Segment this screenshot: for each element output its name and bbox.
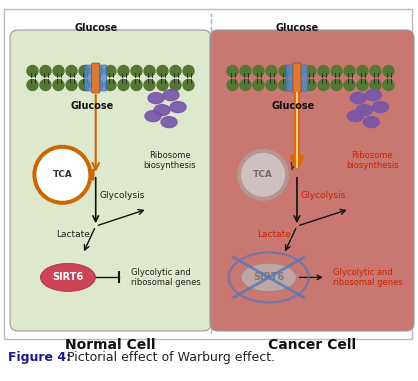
- Circle shape: [253, 80, 264, 91]
- FancyBboxPatch shape: [85, 65, 95, 91]
- Circle shape: [92, 66, 103, 77]
- Circle shape: [131, 80, 142, 91]
- Circle shape: [183, 80, 194, 91]
- Ellipse shape: [161, 117, 177, 128]
- Text: SIRT6: SIRT6: [52, 272, 84, 282]
- Circle shape: [383, 66, 394, 77]
- Circle shape: [266, 80, 277, 91]
- Circle shape: [240, 66, 251, 77]
- Text: Glucose: Glucose: [74, 23, 117, 33]
- Text: Glycolysis: Glycolysis: [301, 191, 347, 200]
- Circle shape: [305, 80, 316, 91]
- Text: Glucose: Glucose: [275, 23, 319, 33]
- Circle shape: [118, 66, 129, 77]
- FancyBboxPatch shape: [97, 65, 107, 91]
- Circle shape: [227, 66, 238, 77]
- Circle shape: [27, 66, 38, 77]
- Circle shape: [157, 80, 168, 91]
- FancyBboxPatch shape: [10, 30, 211, 331]
- Circle shape: [79, 80, 90, 91]
- Ellipse shape: [163, 90, 179, 101]
- Circle shape: [36, 149, 88, 201]
- Circle shape: [66, 80, 77, 91]
- Circle shape: [344, 80, 355, 91]
- Ellipse shape: [170, 102, 186, 113]
- Circle shape: [253, 66, 264, 77]
- Text: Glucose: Glucose: [71, 101, 114, 111]
- Circle shape: [118, 80, 129, 91]
- Text: Glycolytic and
ribosomal genes: Glycolytic and ribosomal genes: [131, 268, 201, 287]
- Circle shape: [331, 66, 342, 77]
- Circle shape: [331, 80, 342, 91]
- Circle shape: [40, 80, 51, 91]
- Circle shape: [170, 66, 181, 77]
- Circle shape: [27, 80, 38, 91]
- Ellipse shape: [363, 117, 380, 128]
- Circle shape: [383, 80, 394, 91]
- Text: TCA: TCA: [53, 170, 72, 179]
- Ellipse shape: [357, 105, 372, 115]
- FancyBboxPatch shape: [298, 65, 308, 91]
- Circle shape: [305, 66, 316, 77]
- Text: Cancer Cell: Cancer Cell: [268, 338, 356, 352]
- Circle shape: [370, 80, 381, 91]
- Ellipse shape: [145, 110, 161, 122]
- Circle shape: [131, 66, 142, 77]
- Circle shape: [53, 66, 64, 77]
- Ellipse shape: [372, 102, 388, 113]
- Circle shape: [370, 66, 381, 77]
- Ellipse shape: [241, 263, 296, 291]
- Circle shape: [292, 80, 303, 91]
- FancyBboxPatch shape: [92, 63, 100, 93]
- FancyBboxPatch shape: [210, 30, 414, 331]
- Circle shape: [344, 66, 355, 77]
- Circle shape: [33, 145, 92, 205]
- Ellipse shape: [347, 110, 363, 122]
- Circle shape: [183, 66, 194, 77]
- Circle shape: [237, 149, 289, 201]
- Ellipse shape: [350, 93, 367, 104]
- Circle shape: [53, 80, 64, 91]
- Circle shape: [227, 80, 238, 91]
- Text: Lactate: Lactate: [56, 230, 90, 239]
- Ellipse shape: [41, 263, 95, 291]
- Text: Glycolytic and
ribosomal genes: Glycolytic and ribosomal genes: [333, 268, 403, 287]
- Text: Glucose: Glucose: [272, 101, 315, 111]
- Circle shape: [279, 80, 290, 91]
- Text: Lactate: Lactate: [257, 230, 291, 239]
- Text: Normal Cell: Normal Cell: [65, 338, 156, 352]
- Circle shape: [40, 66, 51, 77]
- Circle shape: [79, 66, 90, 77]
- Text: Ribosome
biosynthesis: Ribosome biosynthesis: [143, 151, 196, 170]
- Circle shape: [357, 66, 368, 77]
- Circle shape: [266, 66, 277, 77]
- Circle shape: [240, 80, 251, 91]
- Ellipse shape: [154, 105, 170, 115]
- Circle shape: [92, 80, 103, 91]
- Text: Pictorial effect of Warburg effect.: Pictorial effect of Warburg effect.: [63, 351, 275, 364]
- Circle shape: [318, 80, 329, 91]
- Circle shape: [144, 80, 155, 91]
- FancyBboxPatch shape: [4, 9, 412, 339]
- FancyBboxPatch shape: [286, 65, 296, 91]
- Text: Figure 4:: Figure 4:: [8, 351, 71, 364]
- Text: Glycolysis: Glycolysis: [100, 191, 145, 200]
- Circle shape: [105, 66, 116, 77]
- Circle shape: [292, 66, 303, 77]
- Ellipse shape: [148, 93, 164, 104]
- Text: SIRT6: SIRT6: [253, 272, 284, 282]
- Circle shape: [66, 66, 77, 77]
- Circle shape: [157, 66, 168, 77]
- Circle shape: [144, 66, 155, 77]
- Circle shape: [357, 80, 368, 91]
- Circle shape: [105, 80, 116, 91]
- Circle shape: [318, 66, 329, 77]
- Circle shape: [241, 153, 285, 197]
- Circle shape: [279, 66, 290, 77]
- FancyBboxPatch shape: [293, 63, 301, 93]
- Circle shape: [170, 80, 181, 91]
- Text: TCA: TCA: [253, 170, 273, 179]
- Text: Ribosome
biosynthesis: Ribosome biosynthesis: [346, 151, 398, 170]
- Ellipse shape: [365, 90, 381, 101]
